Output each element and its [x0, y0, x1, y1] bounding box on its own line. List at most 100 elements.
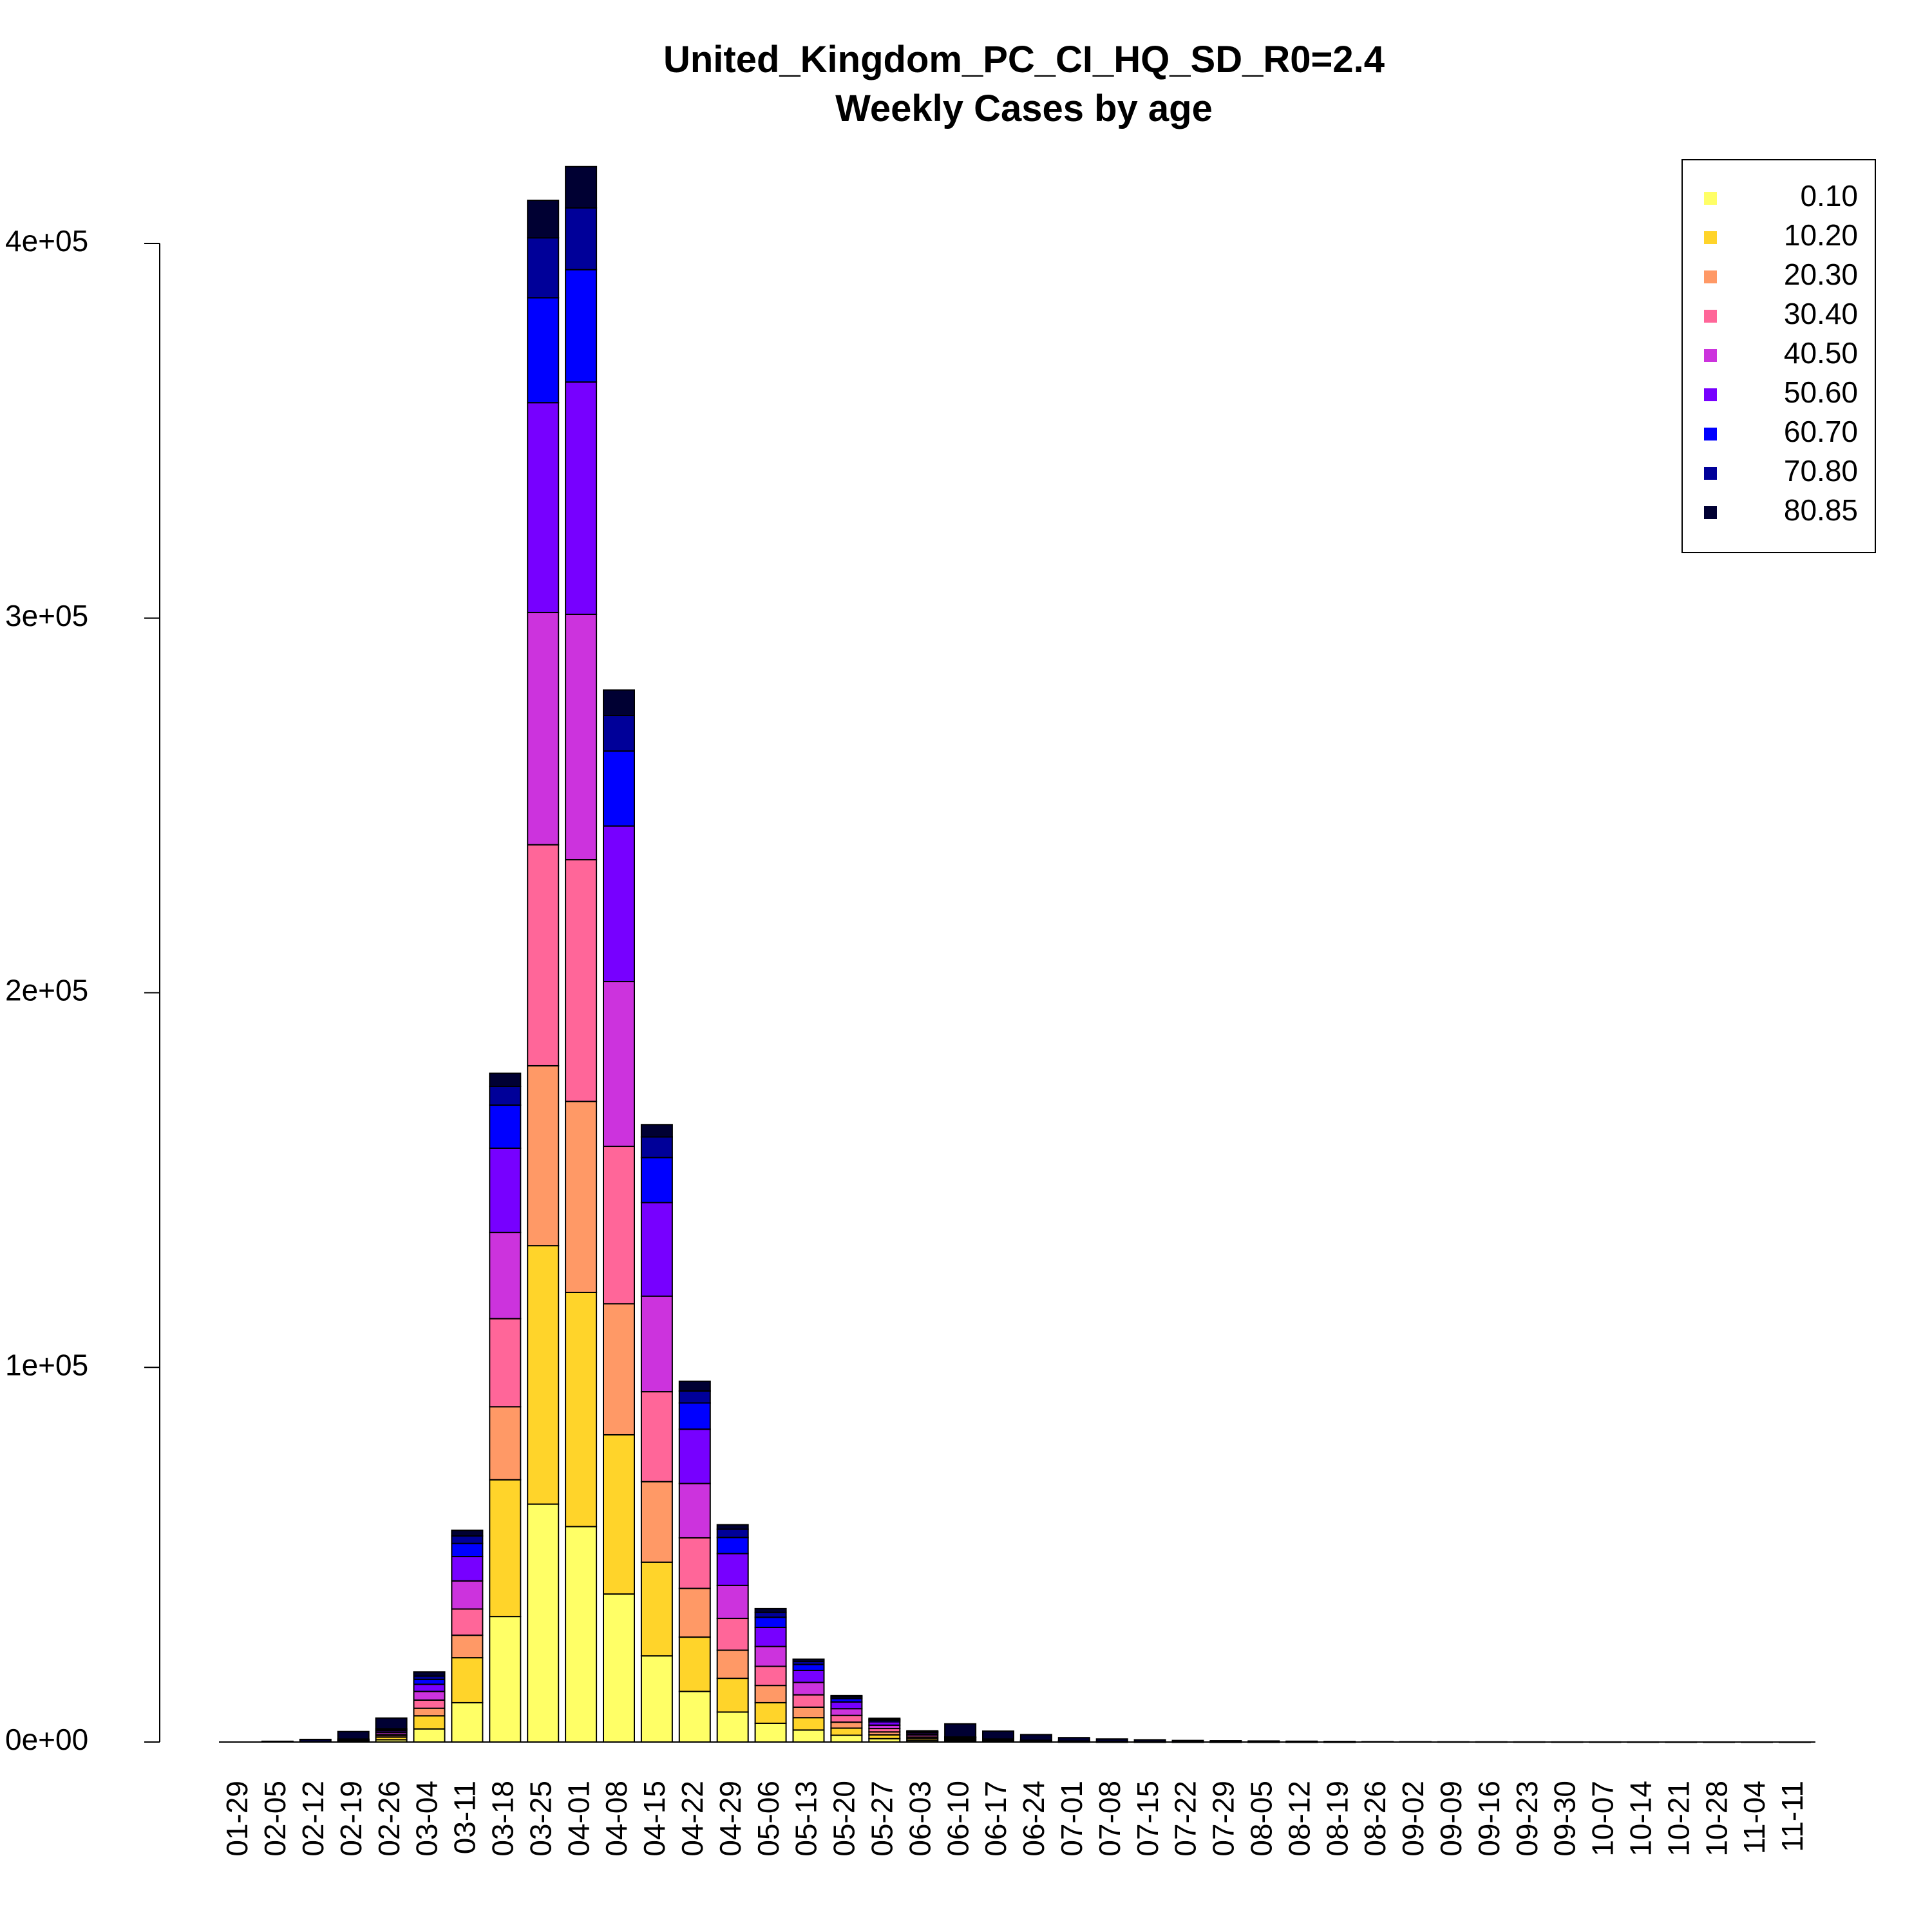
bar-segment-60-70	[792, 1663, 825, 1671]
x-tick-label: 02-26	[372, 1781, 406, 1857]
bar-segment-20-30	[678, 1587, 711, 1638]
bar-segment-70-80	[527, 237, 560, 299]
legend-swatch	[1704, 506, 1717, 519]
bar-segment-50-60	[678, 1428, 711, 1484]
bar-segment-80-85	[1095, 1738, 1128, 1743]
x-tick-label: 07-29	[1207, 1781, 1240, 1857]
bar-segment-0-10	[413, 1728, 446, 1743]
bar-segment-40-50	[678, 1482, 711, 1539]
bar-segment-30-40	[678, 1537, 711, 1589]
x-tick-label: 05-06	[752, 1781, 785, 1857]
bar-segment-60-70	[489, 1104, 522, 1149]
bar-segment-70-80	[565, 207, 598, 270]
bar-segment-60-70	[413, 1678, 446, 1685]
bar-stack	[830, 1694, 863, 1743]
bar-segment-0-10	[603, 1593, 635, 1743]
bar-segment-60-70	[451, 1542, 484, 1558]
bar-segment-30-40	[603, 1146, 635, 1305]
bar-segment-80-85	[982, 1730, 1014, 1740]
x-tick-label: 10-28	[1700, 1781, 1733, 1857]
bar-stack	[868, 1718, 901, 1743]
bar-segment-40-50	[413, 1690, 446, 1701]
bar-segment-50-60	[754, 1626, 787, 1647]
bar-segment-0-10	[565, 1526, 598, 1743]
bar-stack	[982, 1730, 1014, 1743]
x-tick-label: 08-12	[1282, 1781, 1316, 1857]
bar-stack	[792, 1658, 825, 1743]
bar-segment-60-70	[640, 1157, 673, 1204]
bar-segment-80-85	[1019, 1734, 1052, 1741]
bar-segment-50-60	[451, 1556, 484, 1582]
y-tick-label: 1e+05	[5, 1348, 88, 1381]
bar-segment-50-60	[716, 1553, 749, 1586]
bar-segment-40-50	[603, 981, 635, 1148]
bar-segment-80-85	[1133, 1739, 1166, 1743]
x-tick-label: 09-16	[1472, 1781, 1506, 1857]
bar-segment-80-85	[603, 689, 635, 717]
legend-swatch	[1704, 388, 1717, 401]
bar-segment-80-85	[906, 1730, 939, 1732]
bar-segment-30-40	[716, 1618, 749, 1651]
bar-stack	[489, 1072, 522, 1743]
x-tick-label: 04-15	[638, 1781, 671, 1857]
x-tick-label: 08-05	[1244, 1781, 1278, 1857]
bar-segment-20-30	[792, 1706, 825, 1719]
bar-segment-80-85	[944, 1723, 977, 1738]
bar-segment-10-20	[716, 1678, 749, 1713]
bar-segment-60-70	[678, 1402, 711, 1430]
bar-segment-40-50	[565, 613, 598, 860]
legend-swatch	[1704, 270, 1717, 283]
bar-stack	[337, 1730, 370, 1743]
x-tick-label: 08-19	[1320, 1781, 1354, 1857]
bar-segment-60-70	[754, 1616, 787, 1628]
bar-segment-40-50	[830, 1708, 863, 1716]
bar-segment-40-50	[489, 1231, 522, 1320]
bar-segment-80-85	[489, 1072, 522, 1087]
y-tick-label: 0e+00	[5, 1723, 88, 1756]
bar-segment-80-85	[413, 1671, 446, 1677]
legend-swatch	[1704, 192, 1717, 205]
x-tick-label: 06-10	[941, 1781, 974, 1857]
bar-stack	[944, 1723, 977, 1743]
x-tick-label: 02-19	[334, 1781, 368, 1857]
y-tick-label: 4e+05	[5, 224, 88, 258]
x-tick-label: 07-01	[1055, 1781, 1088, 1857]
bar-segment-20-30	[754, 1685, 787, 1703]
bar-segment-60-70	[603, 750, 635, 827]
bar-segment-60-70	[716, 1537, 749, 1555]
bar-segment-80-85	[792, 1658, 825, 1662]
bar-segment-40-50	[754, 1645, 787, 1667]
bar-segment-50-60	[792, 1669, 825, 1683]
bar-segment-20-30	[565, 1101, 598, 1293]
x-tick-label: 04-01	[562, 1781, 595, 1857]
bar-segment-70-80	[489, 1085, 522, 1106]
bar-segment-80-85	[716, 1524, 749, 1530]
bar-stack	[375, 1717, 408, 1743]
legend-swatch	[1704, 310, 1717, 323]
bar-stack	[1019, 1734, 1052, 1743]
bar-segment-30-40	[413, 1699, 446, 1709]
bar-segment-80-85	[678, 1380, 711, 1392]
bar-segment-0-10	[678, 1690, 711, 1743]
bar-stack	[527, 200, 560, 1743]
bar-segment-70-80	[678, 1390, 711, 1404]
bar-segment-80-85	[337, 1730, 370, 1740]
bar-segment-70-80	[754, 1611, 787, 1618]
bar-segment-70-80	[603, 715, 635, 752]
bar-segment-10-20	[830, 1727, 863, 1736]
bar-segment-30-40	[527, 844, 560, 1066]
bar-segment-80-85	[640, 1124, 673, 1138]
bar-segment-50-60	[603, 825, 635, 983]
chart-title: United_Kingdom_PC_CI_HQ_SD_R0=2.4	[663, 39, 1385, 80]
bar-segment-30-40	[451, 1608, 484, 1636]
bar-segment-50-60	[413, 1683, 446, 1692]
bar-stack	[603, 689, 635, 1743]
bar-segment-70-80	[451, 1535, 484, 1544]
x-tick-label: 09-30	[1548, 1781, 1582, 1857]
bar-segment-40-50	[716, 1584, 749, 1620]
legend: 0.10 10.20 20.30 30.40 40.50 50.60 60.70 70.80 8…	[1681, 159, 1876, 553]
bar-segment-10-20	[565, 1291, 598, 1528]
x-tick-label: 07-15	[1131, 1781, 1164, 1857]
y-tick-label: 3e+05	[5, 599, 88, 632]
